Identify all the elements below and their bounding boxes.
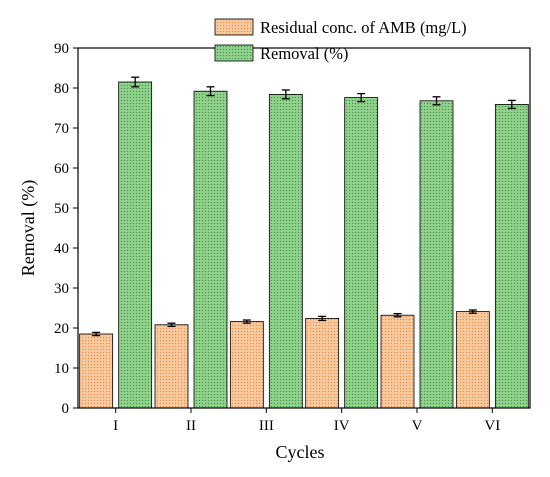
bar-removal-V: [419, 100, 454, 409]
y-axis-label: Removal (%): [18, 180, 39, 276]
y-tick-label-20: 20: [54, 321, 69, 337]
bar-residual-III: [229, 321, 264, 409]
bar-residual-II: [154, 324, 189, 409]
legend-swatch-removal: [214, 44, 254, 62]
x-tick-label-IV: IV: [334, 418, 350, 434]
bar-removal-II: [193, 90, 228, 409]
legend: Residual conc. of AMB (mg/L) Removal (%): [214, 18, 467, 63]
bar-residual-I: [79, 333, 114, 409]
y-axis-ticks: 0 10 20 30 40 50 60 70 80 90: [54, 41, 78, 417]
y-tick-label-40: 40: [54, 241, 69, 257]
y-tick-label-70: 70: [54, 121, 69, 137]
y-tick-label-90: 90: [54, 41, 69, 57]
y-tick-label-60: 60: [54, 161, 69, 177]
x-axis-ticks: I II III IV V VI: [113, 408, 500, 434]
y-tick-label-0: 0: [62, 401, 70, 417]
bar-removal-VI: [494, 104, 529, 409]
legend-label-residual: Residual conc. of AMB (mg/L): [260, 18, 467, 37]
bar-removal-III: [268, 94, 303, 409]
y-tick-label-50: 50: [54, 201, 69, 217]
y-tick-label-10: 10: [54, 361, 69, 377]
x-axis-label: Cycles: [276, 442, 325, 462]
bars-layer: [79, 81, 529, 409]
legend-swatch-residual: [214, 18, 254, 36]
legend-label-removal: Removal (%): [260, 44, 348, 63]
bar-removal-IV: [344, 97, 379, 409]
x-tick-label-III: III: [259, 418, 274, 434]
x-tick-label-VI: VI: [484, 418, 500, 434]
y-tick-label-30: 30: [54, 281, 69, 297]
x-tick-label-V: V: [412, 418, 423, 434]
plot-frame: [77, 47, 531, 409]
y-tick-label-80: 80: [54, 81, 69, 97]
x-tick-label-II: II: [186, 418, 196, 434]
bar-removal-I: [118, 81, 153, 409]
bar-residual-V: [380, 314, 415, 409]
bar-residual-IV: [305, 317, 340, 409]
x-tick-label-I: I: [113, 418, 118, 434]
bar-residual-VI: [455, 311, 490, 409]
error-bars-layer: [92, 76, 516, 337]
